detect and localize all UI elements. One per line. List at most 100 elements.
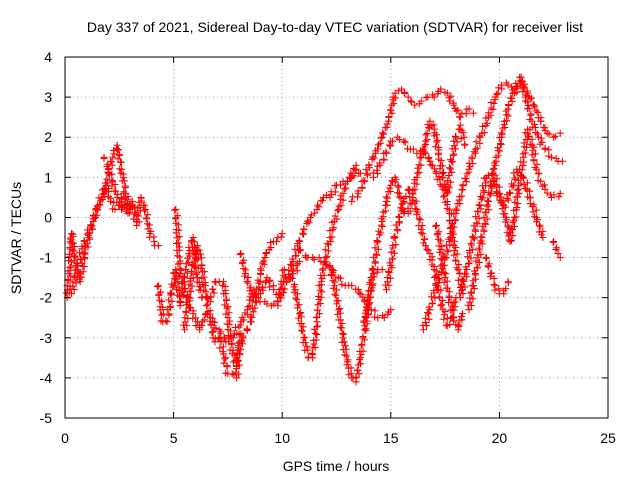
data-point-interp (422, 131, 430, 139)
y-tick-label: -5 (40, 410, 53, 426)
data-point-interp (532, 206, 540, 214)
data-point-interp (240, 265, 248, 273)
data-point-interp (373, 166, 381, 174)
data-point-interp (255, 279, 263, 287)
data-point-interp (536, 223, 544, 231)
data-point (422, 242, 430, 250)
data-point-interp (489, 165, 497, 173)
data-point (380, 314, 388, 322)
data-point-interp (477, 233, 485, 241)
data-point-interp (374, 245, 382, 253)
data-point-interp (360, 177, 368, 185)
data-point (554, 250, 562, 258)
data-point-interp (89, 225, 97, 233)
data-point-interp (369, 281, 377, 289)
data-point-interp (305, 218, 313, 226)
data-point-interp (497, 140, 505, 148)
data-point-interp (472, 138, 480, 146)
data-point-interp (454, 321, 462, 329)
x-tick-label: 15 (383, 430, 399, 446)
data-point-interp (199, 317, 207, 325)
data-point (391, 234, 399, 241)
data-point-interp (312, 314, 320, 322)
data-point-interp (509, 232, 517, 240)
data-point-interp (440, 169, 448, 177)
data-point-interp (381, 124, 389, 132)
data-point-interp (365, 280, 373, 288)
data-point (445, 294, 453, 302)
data-point (541, 185, 549, 193)
data-point (395, 213, 403, 221)
data-point (300, 334, 308, 342)
data-point-interp (358, 184, 366, 192)
data-point-interp (452, 256, 460, 264)
data-point-interp (288, 267, 296, 275)
data-point-interp (363, 317, 371, 325)
data-point-interp (428, 261, 436, 269)
data-point-interp (447, 178, 455, 186)
data-point (356, 354, 364, 362)
data-point-interp (211, 318, 219, 326)
series-trace-18 (464, 73, 566, 314)
data-point-interp (469, 246, 477, 254)
data-point-interp (238, 260, 246, 268)
data-point-interp (296, 246, 304, 254)
data-point-interp (364, 171, 372, 179)
data-point-interp (156, 296, 164, 304)
data-point-interp (331, 290, 339, 298)
data-point-interp (70, 247, 78, 255)
data-point-interp (188, 261, 196, 269)
data-point-interp (549, 238, 557, 246)
data-point-interp (317, 197, 325, 205)
data-point-interp (176, 297, 184, 305)
data-point-interp (510, 217, 518, 225)
data-point-interp (468, 233, 476, 241)
data-point-interp (459, 290, 467, 298)
data-point-interp (414, 164, 422, 172)
data-point-interp (275, 291, 283, 299)
data-point-interp (336, 305, 344, 313)
data-point-interp (528, 151, 536, 159)
series-trace-19 (482, 254, 512, 298)
data-point (109, 153, 117, 161)
data-point (317, 278, 325, 286)
data-point-interp (486, 273, 494, 281)
data-point-interp (506, 189, 514, 197)
data-point-interp (313, 331, 321, 339)
data-point-interp (323, 260, 331, 268)
data-point-interp (336, 309, 344, 317)
data-point (426, 117, 434, 125)
data-point-interp (178, 280, 186, 288)
data-point-interp (183, 321, 191, 329)
data-point-interp (225, 309, 233, 317)
data-point-interp (523, 179, 531, 187)
series-trace-20 (549, 238, 564, 262)
data-point-interp (379, 208, 387, 216)
data-point-interp (96, 201, 104, 209)
data-point-interp (505, 101, 513, 109)
data-point-interp (409, 190, 417, 198)
data-point-interp (355, 289, 363, 297)
data-point-interp (165, 296, 173, 304)
data-point-interp (333, 286, 341, 294)
data-point (361, 177, 369, 185)
data-point-interp (480, 129, 488, 137)
data-point-interp (177, 266, 185, 274)
data-point-interp (438, 256, 446, 264)
data-point-interp (443, 246, 451, 254)
data-point-interp (420, 235, 428, 243)
data-point-interp (201, 282, 209, 290)
data-point (437, 85, 445, 93)
x-tick-label: 0 (61, 430, 69, 446)
data-point-interp (484, 263, 492, 271)
data-point-interp (380, 130, 388, 138)
data-point-interp (248, 297, 256, 305)
data-point-interp (73, 266, 81, 274)
data-point-interp (488, 170, 496, 178)
data-point-interp (493, 192, 501, 200)
data-point-interp (413, 180, 421, 188)
data-point-interp (188, 237, 196, 245)
data-point-interp (142, 214, 150, 222)
data-point (456, 294, 464, 302)
data-point-interp (385, 113, 393, 121)
